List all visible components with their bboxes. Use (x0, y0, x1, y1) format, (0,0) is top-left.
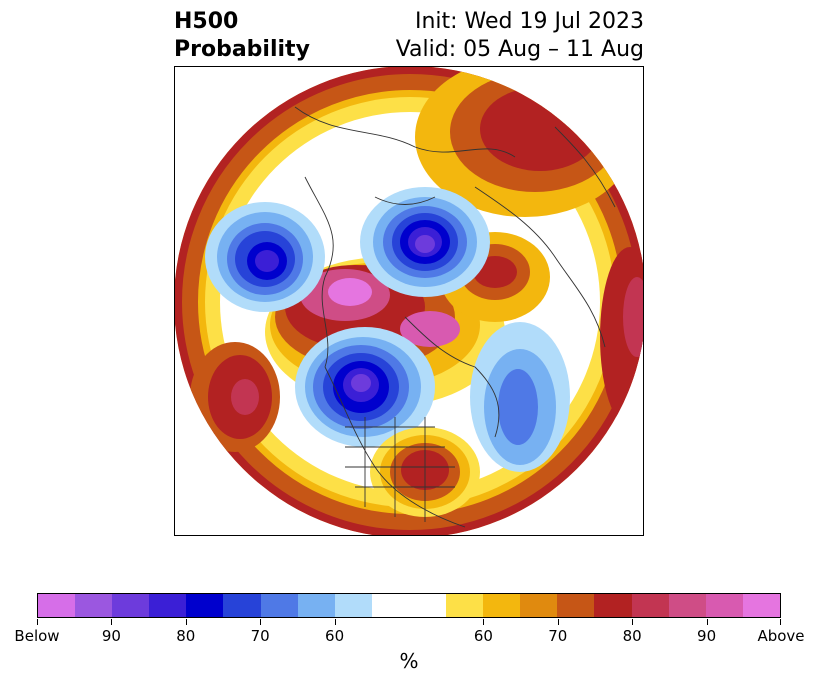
map-panel (174, 66, 644, 536)
valid-period: Valid: 05 Aug – 11 Aug (395, 37, 644, 62)
colorbar-tick-label: 80 (176, 627, 196, 645)
colorbar-tick-label: Above (757, 627, 805, 645)
colorbar-tick-label: 60 (325, 627, 345, 645)
init-date: Init: Wed 19 Jul 2023 (414, 9, 644, 34)
colorbar-tick-label: 70 (250, 627, 270, 645)
colorbar-tick-label: 90 (101, 627, 121, 645)
anomaly-western-canada (295, 327, 435, 447)
anomaly-scandinavia (360, 187, 490, 297)
probability-field (175, 67, 643, 535)
colorbar-tick-label: 60 (473, 627, 493, 645)
colorbar-tick-label: 80 (622, 627, 642, 645)
colorbar-segment-above-2 (520, 594, 558, 617)
title-product: Probability (174, 37, 310, 62)
colorbar-segment-above-3 (557, 594, 595, 617)
colorbar-tick-label: Below (14, 627, 60, 645)
colorbar-segment-above-0 (446, 594, 484, 617)
colorbar-tick-label: 70 (548, 627, 568, 645)
colorbar-segment-below-6 (260, 594, 298, 617)
colorbar-tick (185, 619, 187, 625)
coastlines (294, 106, 616, 528)
colorbar-segment-below-4 (186, 594, 224, 617)
title-variable: H500 (174, 9, 239, 34)
colorbar-segment-below-8 (334, 594, 372, 617)
date-info: Init: Wed 19 Jul 2023 Valid: 05 Aug – 11… (396, 8, 644, 64)
colorbar (37, 593, 781, 618)
colorbar-segment-below-7 (297, 594, 335, 617)
colorbar-tick (706, 619, 708, 625)
colorbar-tick (111, 619, 113, 625)
anomaly-alaska (205, 202, 325, 312)
colorbar-tick (260, 619, 262, 625)
colorbar-segment-below-3 (149, 594, 187, 617)
anomaly-north-atlantic (470, 322, 570, 472)
chart-title: H500 Probability (174, 8, 310, 64)
polar-probability-map (175, 67, 643, 535)
colorbar-tick (483, 619, 485, 625)
colorbar-segment-above-7 (705, 594, 743, 617)
colorbar-segment-below-0 (38, 594, 76, 617)
colorbar-segment-below-5 (223, 594, 261, 617)
colorbar-tick (557, 619, 559, 625)
colorbar-segment-above-8 (742, 594, 780, 617)
anomaly-north-pacific (190, 342, 280, 452)
colorbar-segment-below-1 (75, 594, 113, 617)
colorbar-segment-above-6 (668, 594, 706, 617)
colorbar-segment-above-1 (483, 594, 521, 617)
colorbar-tick (632, 619, 634, 625)
colorbar-segment-below-2 (112, 594, 150, 617)
anomaly-east-atlantic (600, 247, 643, 427)
colorbar-segment-above-5 (631, 594, 669, 617)
colorbar-segment-above-4 (594, 594, 632, 617)
colorbar-tick (334, 619, 336, 625)
colorbar-tick (780, 619, 781, 625)
colorbar-tick-label: 90 (697, 627, 717, 645)
colorbar-tick (37, 619, 38, 625)
colorbar-units: % (399, 649, 419, 673)
colorbar-segment-neutral (371, 594, 447, 617)
